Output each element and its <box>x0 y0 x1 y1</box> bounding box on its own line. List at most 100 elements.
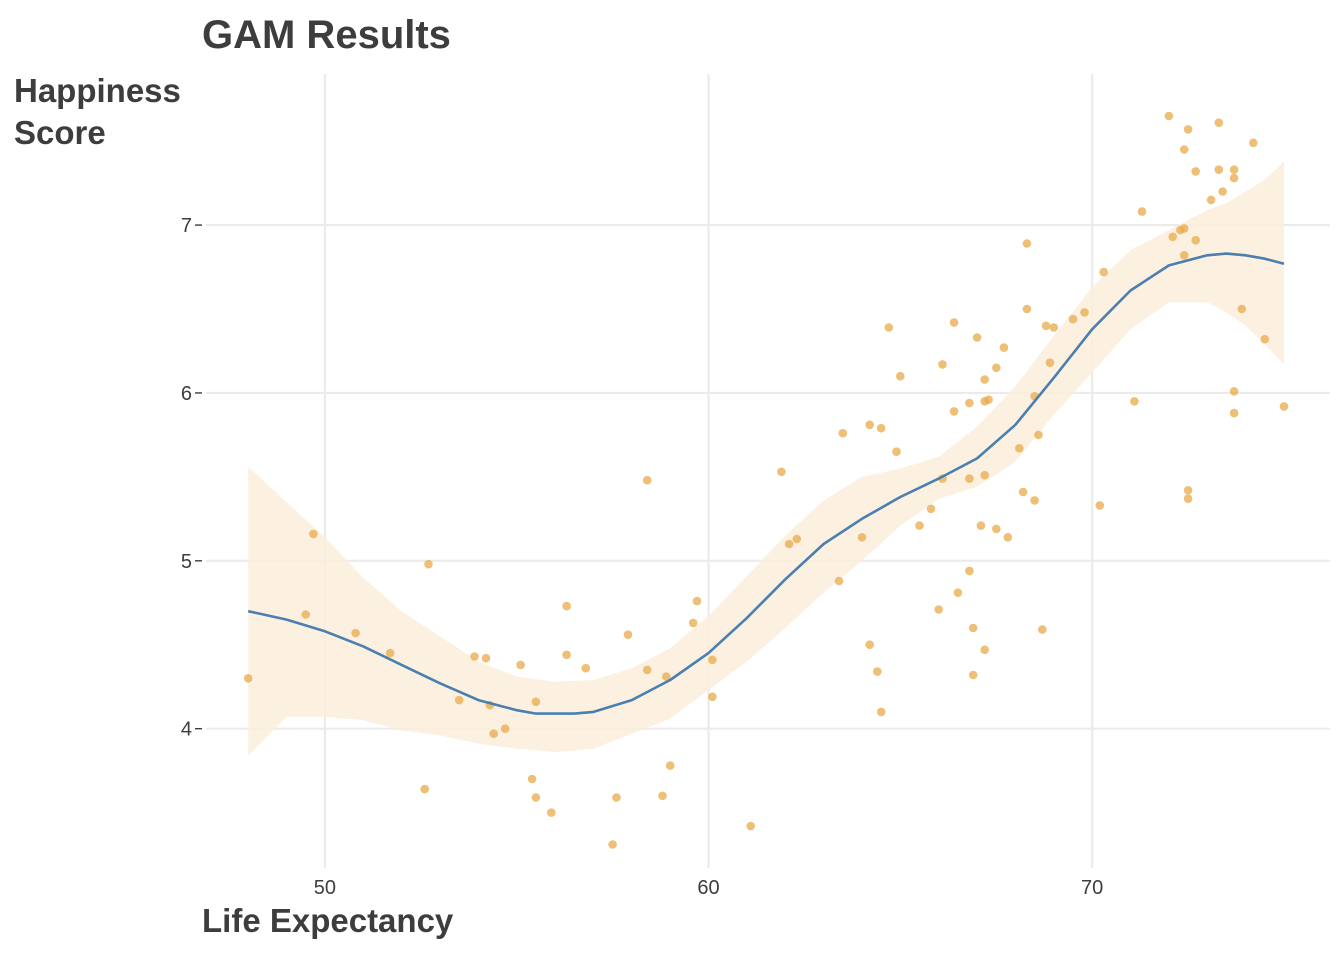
data-point-39 <box>857 533 867 542</box>
data-points-layer <box>243 111 1289 849</box>
data-point-103 <box>1218 187 1227 196</box>
confidence-band-layer <box>248 161 1285 756</box>
data-point-2 <box>309 529 318 539</box>
data-point-23 <box>623 630 633 639</box>
data-point-63 <box>980 375 989 384</box>
data-point-58 <box>965 566 974 576</box>
gam-fit-line <box>247 252 1285 715</box>
grid-lines <box>206 74 1330 868</box>
data-point-97 <box>1183 494 1193 504</box>
data-point-54 <box>949 407 959 416</box>
data-point-79 <box>1038 625 1047 634</box>
data-point-84 <box>1080 308 1089 317</box>
data-point-104 <box>1229 165 1239 174</box>
data-point-43 <box>876 707 886 717</box>
data-point-22 <box>612 793 621 802</box>
data-point-18 <box>562 601 571 611</box>
data-point-107 <box>1229 408 1239 418</box>
data-point-50 <box>934 605 943 614</box>
y-axis-label-line-2: Score <box>14 114 106 151</box>
data-point-101 <box>1214 118 1224 127</box>
y-tick-label-2: 6 <box>181 383 192 405</box>
data-point-67 <box>984 395 993 405</box>
data-point-9 <box>481 653 491 663</box>
x-tick-label-0: 50 <box>314 877 336 899</box>
data-point-33 <box>746 821 755 831</box>
data-point-78 <box>1034 430 1043 440</box>
data-point-93 <box>1179 251 1189 260</box>
data-point-40 <box>865 420 874 430</box>
y-axis-label-line-1: Happiness <box>14 72 181 109</box>
data-point-51 <box>938 360 947 369</box>
data-point-17 <box>547 808 556 817</box>
data-point-32 <box>708 692 717 702</box>
data-point-46 <box>892 447 901 457</box>
data-point-8 <box>470 652 479 661</box>
data-point-85 <box>1095 501 1105 510</box>
data-point-105 <box>1229 173 1239 183</box>
data-point-0 <box>243 674 253 683</box>
data-point-29 <box>688 618 698 628</box>
x-tick-label-1: 60 <box>697 877 719 899</box>
chart-title: GAM Results <box>202 13 451 57</box>
data-point-55 <box>953 588 963 597</box>
axis-ticks-layer: 4 5 6 7 50 60 70 <box>181 215 1103 899</box>
data-point-25 <box>642 665 652 675</box>
data-point-38 <box>838 428 848 438</box>
data-point-49 <box>926 504 936 514</box>
data-point-21 <box>608 840 617 849</box>
data-point-19 <box>562 650 571 660</box>
data-point-75 <box>1022 304 1032 314</box>
data-point-68 <box>992 363 1001 373</box>
data-point-35 <box>784 539 794 549</box>
data-point-72 <box>1015 444 1024 453</box>
data-point-6 <box>424 559 433 569</box>
data-point-1 <box>301 610 311 619</box>
data-point-95 <box>1183 125 1193 134</box>
data-point-77 <box>1030 496 1039 505</box>
data-point-12 <box>500 724 510 733</box>
data-point-26 <box>658 791 667 801</box>
data-point-36 <box>792 534 802 544</box>
data-point-28 <box>662 672 671 681</box>
data-point-27 <box>665 761 675 770</box>
data-point-98 <box>1191 167 1200 176</box>
data-point-14 <box>527 774 537 784</box>
data-point-106 <box>1229 387 1239 396</box>
data-point-20 <box>581 663 591 673</box>
data-point-44 <box>876 423 886 433</box>
y-tick-label-0: 4 <box>181 719 192 741</box>
data-point-92 <box>1179 224 1189 233</box>
x-axis-label: Life Expectancy <box>202 902 454 939</box>
y-tick-label-3: 7 <box>181 215 192 237</box>
data-point-108 <box>1237 304 1247 314</box>
data-point-90 <box>1168 232 1177 242</box>
data-point-94 <box>1179 145 1189 154</box>
x-tick-label-2: 70 <box>1081 877 1103 899</box>
data-point-45 <box>884 323 894 332</box>
data-point-11 <box>489 729 499 738</box>
data-point-7 <box>454 695 464 705</box>
data-point-102 <box>1214 165 1224 174</box>
data-point-37 <box>834 576 844 586</box>
data-point-4 <box>385 648 395 658</box>
data-point-111 <box>1279 402 1289 411</box>
data-point-59 <box>968 623 978 633</box>
data-point-56 <box>965 398 974 408</box>
data-point-73 <box>1018 487 1028 497</box>
data-point-74 <box>1022 239 1032 248</box>
data-point-99 <box>1191 235 1200 245</box>
data-point-57 <box>965 474 974 483</box>
data-point-88 <box>1137 207 1147 216</box>
data-point-86 <box>1099 267 1108 277</box>
confidence-band <box>248 161 1285 756</box>
y-tick-label-1: 5 <box>181 551 192 573</box>
data-point-24 <box>642 475 652 485</box>
data-point-62 <box>976 521 986 530</box>
data-point-47 <box>896 371 905 381</box>
data-point-13 <box>516 660 525 670</box>
data-point-53 <box>949 318 959 327</box>
data-point-16 <box>531 793 541 802</box>
data-point-87 <box>1130 397 1139 406</box>
data-point-41 <box>865 640 874 649</box>
